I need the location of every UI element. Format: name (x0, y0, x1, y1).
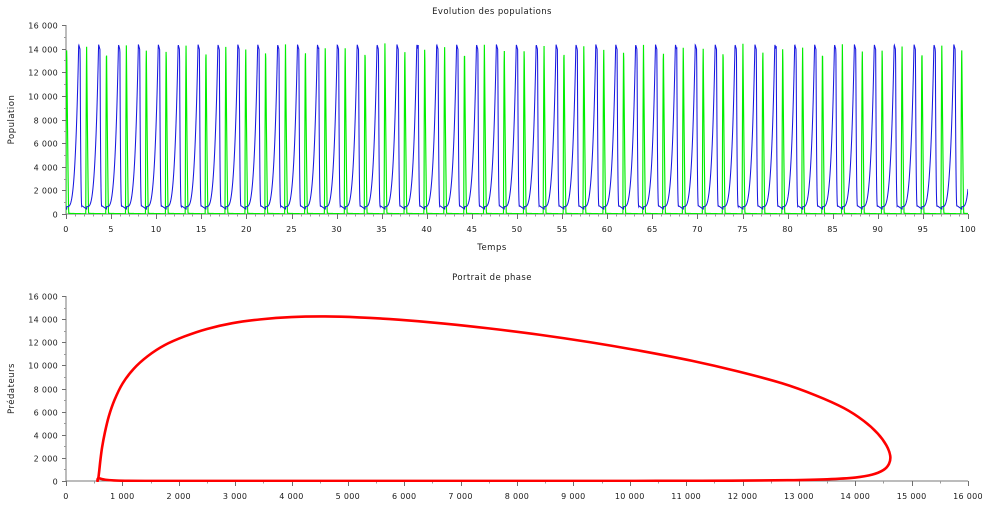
x-tick-label: 35 (376, 225, 387, 234)
x-tick-label: 40 (421, 225, 432, 234)
y-tick-label: 12 000 (28, 69, 58, 78)
x-tick-label: 25 (286, 225, 297, 234)
series-line-predateurs (66, 43, 968, 210)
x-tick-label: 0 (63, 225, 68, 234)
x-axis-title-temps: Temps (476, 243, 507, 253)
series-group (66, 43, 968, 214)
phase-lower-branch (96, 476, 660, 482)
x-tick-label: 8 000 (505, 492, 529, 501)
y-tick-label: 10 000 (28, 93, 58, 102)
x-tick-label: 0 (63, 492, 68, 501)
x-tick-label: 11 000 (671, 492, 701, 501)
x-tick-label: 2 000 (167, 492, 191, 501)
y-tick-label: 10 000 (28, 362, 58, 371)
x-tick-label: 95 (918, 225, 929, 234)
chart-title-phase: Portrait de phase (452, 273, 532, 283)
y-tick-label: 14 000 (28, 316, 58, 325)
x-tick-label: 13 000 (784, 492, 814, 501)
x-tick-label: 15 000 (897, 492, 927, 501)
y-tick-label: 2 000 (34, 187, 58, 196)
phase-upper-branch (96, 315, 892, 482)
y-tick-label: 16 000 (28, 22, 58, 31)
y-tick-label: 6 000 (34, 409, 58, 418)
y-tick-label: 2 000 (34, 455, 58, 464)
y-tick-label: 14 000 (28, 46, 58, 55)
x-tick-label: 100 (960, 225, 976, 234)
x-tick-label: 6 000 (392, 492, 416, 501)
y-tick-label: 6 000 (34, 140, 58, 149)
x-tick-label: 7 000 (448, 492, 472, 501)
x-tick-label: 30 (331, 225, 342, 234)
x-tick-label: 45 (467, 225, 478, 234)
x-tick-label: 65 (647, 225, 658, 234)
x-tick-label: 1 000 (110, 492, 134, 501)
x-tick-label: 10 (151, 225, 162, 234)
evolution-chart-svg: Evolution des populations 0 2 000 4 000 6 00… (7, 7, 976, 253)
chart-title-evolution: Evolution des populations (432, 7, 552, 17)
panel-portrait-de-phase: Portrait de phase 0 2 000 4 000 6 000 8 000 10… (0, 258, 984, 508)
x-tick-label: 10 000 (615, 492, 645, 501)
y-axis-title-predateurs: Prédateurs (6, 363, 17, 414)
x-tick-label: 5 (108, 225, 113, 234)
x-tick-label: 60 (602, 225, 613, 234)
x-tick-label: 3 000 (223, 492, 247, 501)
x-tick-label: 9 000 (561, 492, 585, 501)
panel-evolution-des-populations: Evolution des populations 0 2 000 4 000 6 00… (7, 7, 976, 253)
x-tick-label: 5 000 (336, 492, 360, 501)
x-tick-label: 90 (872, 225, 883, 234)
series-line-proies (66, 43, 968, 214)
x-tick-label: 70 (692, 225, 703, 234)
x-tick-label: 16 000 (953, 492, 983, 501)
x-tick-label: 80 (782, 225, 793, 234)
x-tick-label: 75 (737, 225, 748, 234)
x-tick-label: 12 000 (728, 492, 758, 501)
x-tick-label: 15 (196, 225, 207, 234)
y-tick-label: 4 000 (34, 164, 58, 173)
series-group (96, 315, 892, 482)
x-tick-label: 55 (557, 225, 568, 234)
phase-chart-svg: Portrait de phase 0 2 000 4 000 6 000 8 000 10… (6, 273, 983, 501)
x-tick-label: 14 000 (840, 492, 870, 501)
y-tick-label: 16 000 (28, 293, 58, 302)
x-tick-label: 85 (827, 225, 838, 234)
y-tick-label: 0 (53, 211, 58, 220)
y-tick-label: 8 000 (34, 386, 58, 395)
x-tick-label: 4 000 (279, 492, 303, 501)
y-axis-title-population: Population (7, 95, 17, 145)
x-tick-label: 50 (512, 225, 523, 234)
y-tick-label: 0 (53, 478, 58, 487)
y-tick-label: 8 000 (34, 117, 58, 126)
x-tick-label: 20 (241, 225, 252, 234)
y-tick-label: 4 000 (34, 432, 58, 441)
y-tick-label: 12 000 (28, 339, 58, 348)
